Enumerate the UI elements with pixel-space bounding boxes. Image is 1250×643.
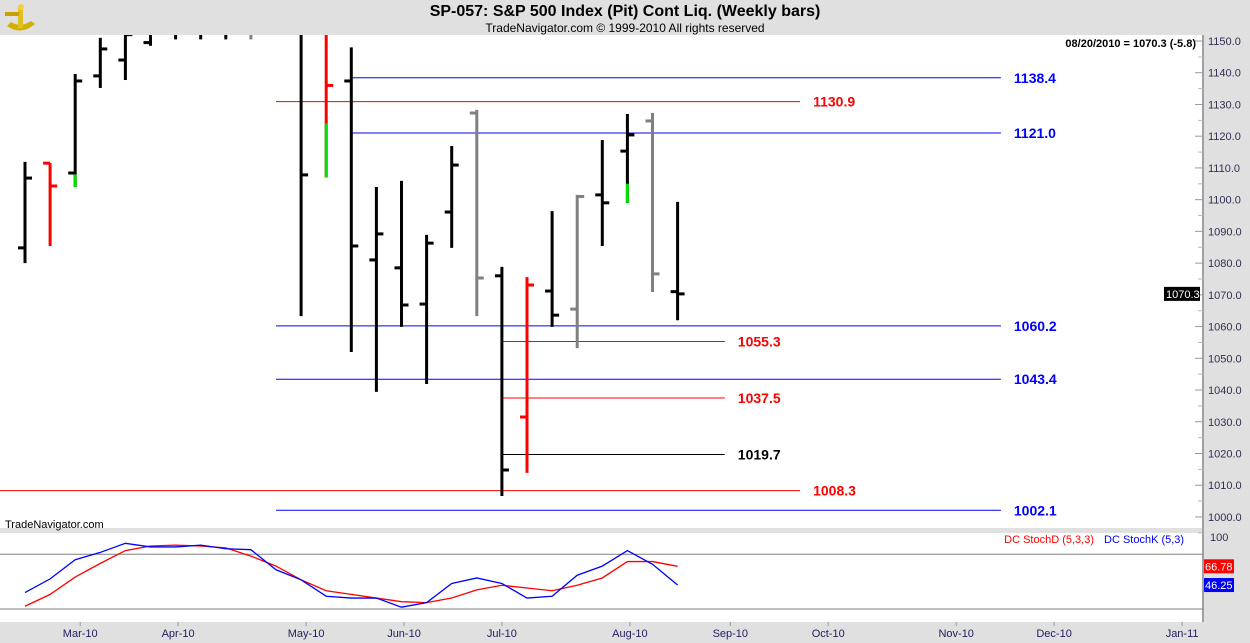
y-tick-label: 1070.0 xyxy=(1208,290,1242,302)
price-plot xyxy=(0,35,1001,511)
ohlc-bar xyxy=(68,73,83,187)
y-tick-label: 1040.0 xyxy=(1208,385,1242,397)
x-tick-label: Jan-11 xyxy=(1166,628,1199,640)
price-panel xyxy=(0,35,1203,528)
x-tick-label: Aug-10 xyxy=(612,628,647,640)
level-label: 1037.5 xyxy=(738,390,781,406)
ohlc-bar xyxy=(670,201,685,321)
level-label: 1043.4 xyxy=(1014,371,1057,387)
ohlc-bar xyxy=(93,37,108,88)
y-tick-label: 1050.0 xyxy=(1208,353,1242,365)
x-tick-label: Oct-10 xyxy=(812,628,845,640)
y-tick-label: 1120.0 xyxy=(1208,131,1241,143)
last-quote: 08/20/2010 = 1070.3 (-5.8) xyxy=(1065,38,1196,50)
ohlc-bar xyxy=(394,180,409,327)
y-tick-label: 1010.0 xyxy=(1208,480,1242,492)
x-tick-label: Sep-10 xyxy=(713,628,748,640)
chart-subtitle: TradeNavigator.com © 1999-2010 All right… xyxy=(485,21,765,35)
y-tick-label: 1100.0 xyxy=(1208,195,1241,207)
last-price-box xyxy=(1164,286,1200,301)
sextant-logo-icon xyxy=(5,4,35,31)
ohlc-bar xyxy=(595,139,610,246)
ohlc-bar xyxy=(419,234,434,385)
x-tick-label: Jun-10 xyxy=(387,628,421,640)
stoch-value-label: 66.78 xyxy=(1205,561,1233,573)
stoch-tick-label: 100 xyxy=(1210,532,1228,544)
x-tick-label: Mar-10 xyxy=(63,628,98,640)
ohlc-bar xyxy=(494,266,509,497)
level-label: 1002.1 xyxy=(1014,502,1057,518)
ohlc-bar xyxy=(545,211,560,327)
level-label: 1060.2 xyxy=(1014,318,1057,334)
y-tick-label: 1130.0 xyxy=(1208,99,1241,111)
y-tick-label: 1080.0 xyxy=(1208,258,1242,270)
ohlc-bar xyxy=(199,35,203,40)
ohlc-bar xyxy=(369,186,384,392)
x-tick-label: Jul-10 xyxy=(487,628,517,640)
ohlc-bar xyxy=(174,35,178,40)
level-label: 1008.3 xyxy=(813,483,856,499)
last-price-label: 1070.3 xyxy=(1166,289,1200,301)
y-tick-label: 1000.0 xyxy=(1208,512,1242,524)
ohlc-bar xyxy=(143,35,152,46)
ohlc-bar xyxy=(645,113,660,292)
ohlc-bar xyxy=(469,109,484,317)
ohlc-bar xyxy=(324,35,334,178)
ohlc-bar xyxy=(18,161,32,264)
ohlc-bar xyxy=(620,113,635,203)
level-label: 1019.7 xyxy=(738,446,781,462)
level-label: 1130.9 xyxy=(813,94,855,110)
ohlc-bar xyxy=(249,35,253,40)
x-tick-label: Nov-10 xyxy=(938,628,973,640)
ohlc-bar xyxy=(570,194,585,349)
x-tick-label: Apr-10 xyxy=(162,628,195,640)
y-tick-label: 1020.0 xyxy=(1208,448,1242,460)
y-tick-label: 1060.0 xyxy=(1208,322,1242,334)
y-tick-label: 1090.0 xyxy=(1208,226,1242,238)
chart-title: SP-057: S&P 500 Index (Pit) Cont Liq. (W… xyxy=(429,3,821,20)
stoch-legend: DC StochK (5,3) xyxy=(1104,534,1184,546)
level-label: 1055.3 xyxy=(738,333,781,349)
ohlc-bar xyxy=(43,161,58,246)
level-label: 1138.4 xyxy=(1014,70,1056,86)
stoch-value-label: 46.25 xyxy=(1205,580,1233,592)
stoch-legend: DC StochD (5,3,3) xyxy=(1004,534,1094,546)
stoch-value-box xyxy=(1204,559,1234,574)
stoch-value-box xyxy=(1204,578,1234,593)
ohlc-bar xyxy=(299,35,309,317)
ohlc-bar xyxy=(118,35,133,81)
stoch-panel xyxy=(0,533,1203,622)
y-tick-label: 1110.0 xyxy=(1208,163,1240,175)
ohlc-bar xyxy=(344,47,359,352)
stoch-line xyxy=(24,544,678,607)
chart-header: SP-057: S&P 500 Index (Pit) Cont Liq. (W… xyxy=(0,0,1250,35)
ohlc-bar xyxy=(444,146,459,248)
x-tick-label: Dec-10 xyxy=(1036,628,1071,640)
x-tick-label: May-10 xyxy=(288,628,325,640)
stoch-line xyxy=(24,542,679,608)
y-tick-label: 1030.0 xyxy=(1208,417,1242,429)
ohlc-bar xyxy=(520,277,534,473)
watermark: TradeNavigator.com xyxy=(5,519,104,531)
level-label: 1121.0 xyxy=(1014,125,1056,141)
y-tick-label: 1140.0 xyxy=(1208,68,1241,80)
y-tick-label: 1150.0 xyxy=(1208,36,1241,48)
ohlc-bar xyxy=(224,35,228,40)
